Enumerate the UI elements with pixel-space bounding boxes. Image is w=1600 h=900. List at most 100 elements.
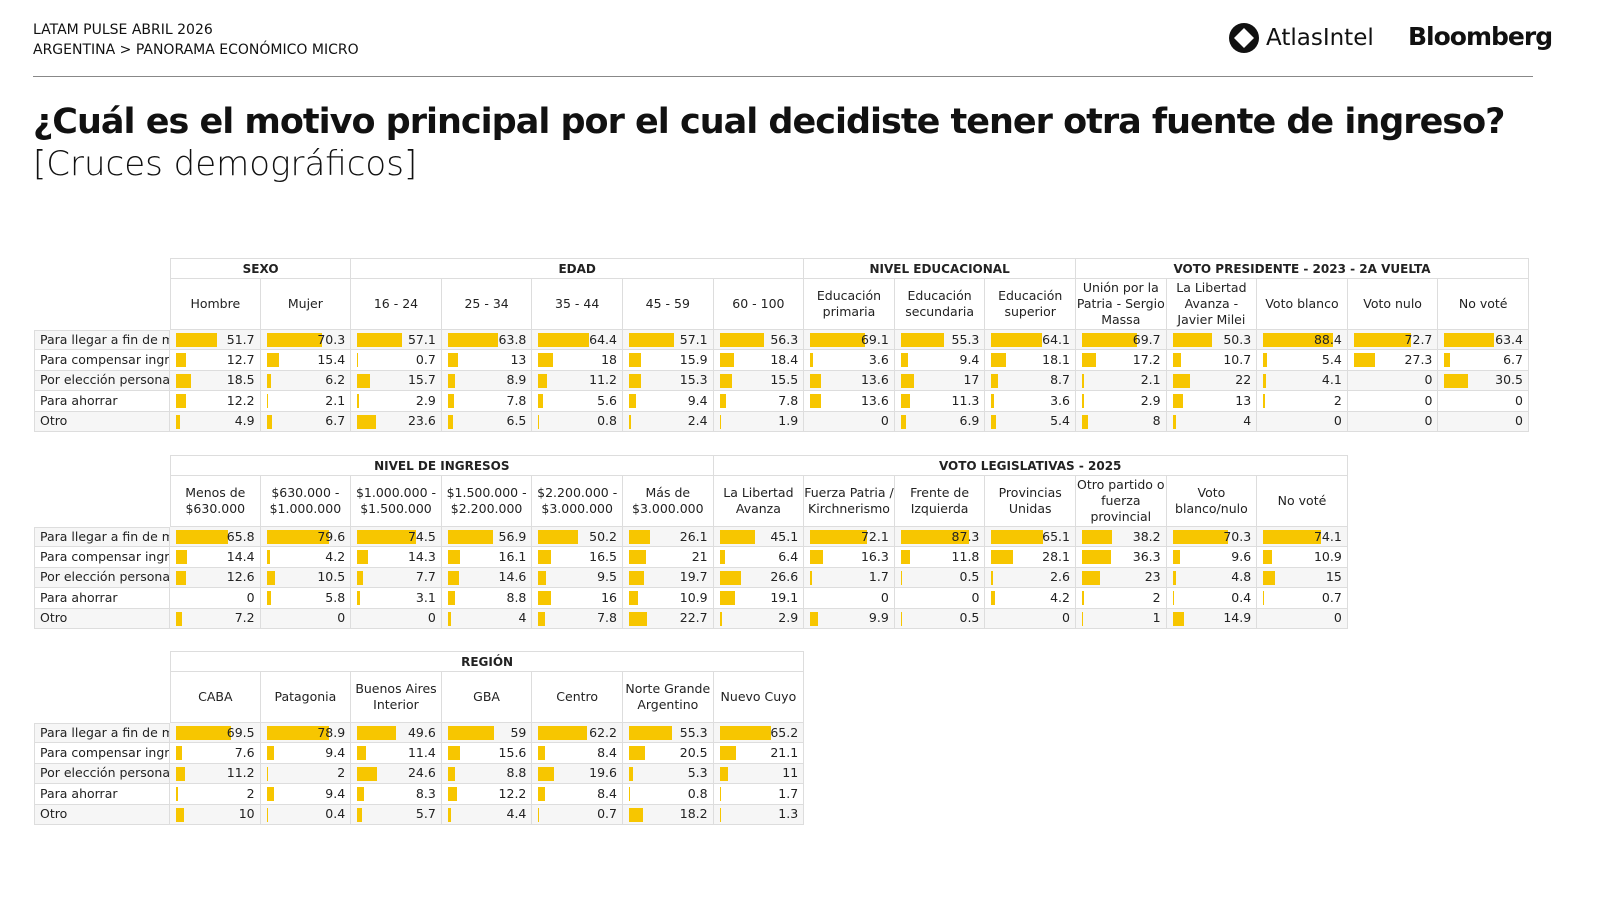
data-bar bbox=[1082, 373, 1084, 388]
data-value: 5.8 bbox=[325, 589, 346, 605]
data-cell: 1.7 bbox=[804, 567, 895, 589]
data-bar bbox=[1082, 530, 1113, 544]
data-cell: 18.2 bbox=[623, 804, 714, 825]
data-value: 0.8 bbox=[597, 413, 617, 429]
data-bar bbox=[629, 787, 630, 802]
column-header: CABA bbox=[170, 672, 261, 723]
column-header: Menos de $630.000 bbox=[170, 476, 261, 527]
column-header: La Libertad Avanza bbox=[713, 476, 805, 527]
data-bar bbox=[176, 611, 182, 626]
data-value: 2.1 bbox=[1140, 372, 1161, 388]
row-label: Por elección personal bbox=[34, 567, 170, 589]
data-cell: 7.8 bbox=[441, 391, 533, 412]
data-cell: 11.8 bbox=[894, 547, 986, 568]
data-value: 11.2 bbox=[589, 372, 617, 388]
data-cell: 70.3 bbox=[260, 330, 352, 351]
data-value: 0.5 bbox=[959, 610, 980, 626]
data-cell: 72.7 bbox=[1347, 330, 1439, 351]
data-bar bbox=[176, 807, 184, 822]
data-cell: 2 bbox=[1257, 391, 1348, 412]
data-cell: 2.1 bbox=[260, 391, 352, 412]
group-header: REGIÓN bbox=[170, 651, 805, 672]
data-bar bbox=[629, 373, 642, 388]
logo: Bloomberg bbox=[1408, 22, 1553, 51]
data-value: 10.7 bbox=[1223, 352, 1252, 368]
data-value: 63.8 bbox=[498, 331, 527, 347]
data-value: 8.8 bbox=[506, 765, 527, 781]
data-value: 9.9 bbox=[868, 610, 889, 626]
data-value: 22.7 bbox=[679, 610, 708, 626]
data-bar bbox=[1263, 353, 1268, 368]
data-bar bbox=[629, 353, 642, 368]
data-value: 55.3 bbox=[951, 331, 980, 347]
data-cell: 2 bbox=[260, 763, 352, 785]
data-bar bbox=[1263, 530, 1322, 544]
data-value: 11.4 bbox=[407, 745, 436, 761]
data-value: 0 bbox=[1333, 413, 1342, 429]
data-cell: 16.3 bbox=[804, 547, 895, 568]
group-header: VOTO PRESIDENTE - 2023 - 2A VUELTA bbox=[1076, 258, 1529, 279]
data-cell: 18 bbox=[532, 350, 623, 371]
data-cell: 2.9 bbox=[713, 608, 805, 629]
column-header: $1.000.000 - $1.500.000 bbox=[351, 476, 442, 527]
data-cell: 9.4 bbox=[260, 784, 352, 805]
data-bar bbox=[357, 414, 376, 429]
data-value: 10 bbox=[238, 806, 255, 822]
data-value: 21.1 bbox=[770, 745, 799, 761]
data-bar bbox=[357, 570, 364, 585]
data-bar bbox=[447, 726, 495, 740]
data-bar bbox=[176, 530, 228, 544]
data-bar bbox=[266, 333, 322, 347]
data-cell: 50.2 bbox=[532, 527, 623, 548]
data-value: 6.4 bbox=[778, 549, 799, 565]
data-cell: 45.1 bbox=[713, 527, 805, 548]
data-value: 23 bbox=[1144, 569, 1161, 585]
data-value: 4.9 bbox=[234, 413, 255, 429]
data-value: 5.4 bbox=[1050, 413, 1070, 429]
data-cell: 10.5 bbox=[260, 567, 352, 589]
data-bar bbox=[719, 591, 735, 606]
data-bar bbox=[538, 807, 539, 822]
data-bar bbox=[900, 530, 970, 544]
data-bar bbox=[719, 726, 771, 740]
column-header: Frente de Izquierda bbox=[894, 476, 986, 527]
data-cell: 69.5 bbox=[170, 723, 261, 744]
data-cell: 64.4 bbox=[532, 330, 623, 351]
data-value: 18.4 bbox=[770, 352, 799, 368]
data-bar bbox=[266, 787, 274, 802]
data-value: 2.6 bbox=[1050, 569, 1070, 585]
data-value: 9.4 bbox=[959, 352, 980, 368]
data-cell: 7.2 bbox=[170, 608, 261, 629]
data-value: 69.7 bbox=[1132, 331, 1161, 347]
data-cell: 4.8 bbox=[1166, 567, 1258, 589]
data-value: 16.5 bbox=[589, 549, 617, 565]
data-value: 15.5 bbox=[770, 372, 799, 388]
data-bar bbox=[991, 353, 1006, 368]
data-bar bbox=[266, 394, 269, 409]
data-bar bbox=[629, 726, 673, 740]
data-cell: 9.4 bbox=[260, 743, 352, 764]
data-bar bbox=[900, 353, 909, 368]
data-value: 2.1 bbox=[325, 392, 346, 408]
data-value: 15.7 bbox=[407, 372, 436, 388]
data-cell: 12.7 bbox=[170, 350, 261, 371]
data-value: 21 bbox=[691, 549, 708, 565]
column-header: No voté bbox=[1257, 476, 1348, 527]
data-bar bbox=[810, 394, 821, 409]
data-value: 11.2 bbox=[226, 765, 255, 781]
data-value: 62.2 bbox=[589, 724, 617, 740]
data-value: 70.3 bbox=[1223, 528, 1252, 544]
data-bar bbox=[629, 807, 644, 822]
data-bar bbox=[900, 414, 907, 429]
column-header: $630.000 - $1.000.000 bbox=[260, 476, 352, 527]
data-value: 0 bbox=[1424, 413, 1433, 429]
data-value: 6.7 bbox=[325, 413, 346, 429]
data-bar bbox=[1172, 530, 1228, 544]
data-value: 6.5 bbox=[506, 413, 527, 429]
data-cell: 55.3 bbox=[623, 723, 714, 744]
data-bar bbox=[810, 373, 821, 388]
data-cell: 17 bbox=[894, 370, 986, 392]
data-value: 14.6 bbox=[498, 569, 527, 585]
data-cell: 0 bbox=[894, 588, 986, 609]
data-cell: 1.7 bbox=[713, 784, 805, 805]
